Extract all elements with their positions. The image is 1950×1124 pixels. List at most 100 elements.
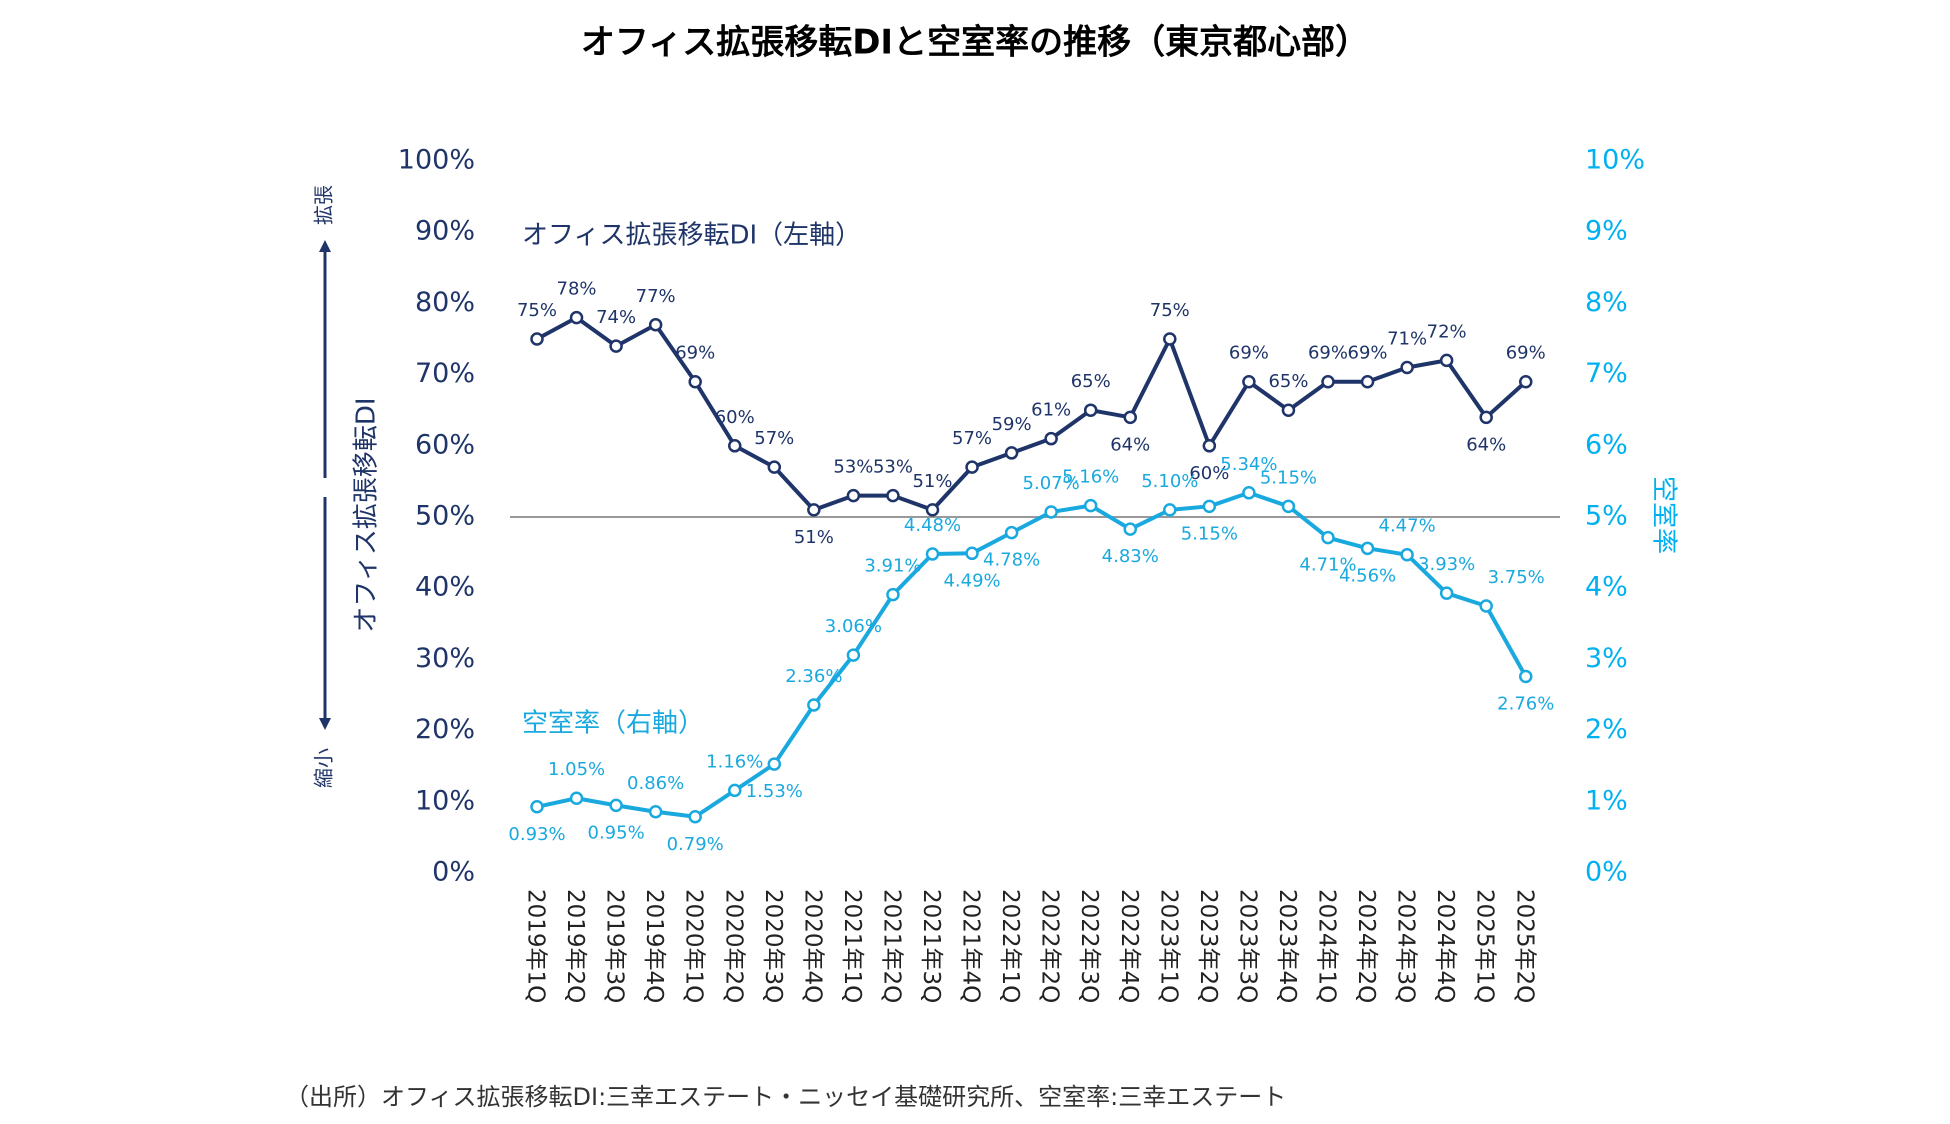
data-label: 78% [557, 279, 597, 300]
y2-tick-label: 1% [1585, 785, 1628, 816]
data-label: 51% [794, 527, 834, 548]
data-point [1044, 505, 1058, 519]
data-point [1123, 522, 1137, 536]
data-point [925, 503, 940, 517]
data-label: 60% [715, 407, 755, 428]
y2-tick-label: 6% [1585, 429, 1628, 460]
data-label: 57% [952, 428, 992, 449]
data-label: 5.34% [1220, 454, 1277, 475]
data-label: 74% [596, 307, 636, 328]
data-point [688, 810, 702, 824]
data-point [569, 791, 584, 805]
x-tick-label: 2024年4Q [1432, 889, 1458, 1003]
y-tick-label: 40% [415, 572, 475, 603]
expand-arrow-head [319, 240, 331, 252]
data-label: 60% [1189, 463, 1229, 484]
data-label: 77% [636, 286, 676, 307]
data-point [688, 374, 702, 389]
data-point [1360, 374, 1375, 389]
data-label: 69% [1506, 343, 1546, 364]
x-tick-label: 2019年4Q [641, 889, 667, 1003]
data-point [728, 439, 742, 453]
data-label: 3.93% [1418, 554, 1475, 575]
x-tick-label: 2022年3Q [1076, 889, 1102, 1003]
data-point [1360, 541, 1375, 556]
data-label: 59% [992, 414, 1032, 435]
data-label: 5.07% [1023, 473, 1080, 494]
data-point [1519, 669, 1533, 684]
x-tick-label: 2021年2Q [878, 889, 904, 1003]
data-label: 69% [675, 343, 715, 364]
data-point [846, 648, 861, 662]
y2-tick-label: 4% [1585, 572, 1628, 603]
y-tick-label: 30% [415, 643, 475, 674]
data-label: 4.47% [1379, 516, 1436, 537]
x-tick-label: 2020年1Q [681, 889, 707, 1003]
data-label: 2.76% [1497, 693, 1554, 714]
data-label: 4.71% [1299, 555, 1356, 576]
data-label: 75% [517, 300, 557, 321]
data-label: 69% [1229, 343, 1269, 364]
data-label: 53% [833, 457, 873, 478]
data-point [1439, 353, 1454, 368]
x-tick-label: 2022年2Q [1037, 889, 1063, 1003]
data-label: 2.36% [785, 666, 842, 687]
data-label: 0.79% [667, 834, 724, 855]
y-tick-label: 100% [398, 145, 475, 176]
data-point [1044, 431, 1058, 446]
data-label: 69% [1308, 343, 1348, 364]
y2-tick-label: 7% [1585, 358, 1628, 389]
data-point [1242, 486, 1256, 500]
data-label: 4.83% [1102, 546, 1159, 567]
data-label: 69% [1348, 343, 1388, 364]
data-point [1479, 410, 1493, 425]
chart-title: オフィス拡張移転DIと空室率の推移（東京都心部） [581, 23, 1369, 63]
data-label: 65% [1071, 371, 1111, 392]
data-label: 5.15% [1260, 467, 1317, 488]
y-tick-label: 60% [415, 429, 475, 460]
data-point [767, 460, 782, 474]
data-label: 64% [1110, 434, 1150, 455]
data-point [648, 805, 663, 819]
data-point [807, 503, 821, 517]
data-point [1083, 403, 1098, 417]
y-tick-label: 90% [415, 216, 475, 247]
data-point [965, 546, 979, 561]
data-label: 3.91% [864, 556, 921, 577]
series-line [536, 490, 1528, 819]
x-tick-label: 2019年2Q [562, 889, 588, 1003]
x-tick-label: 2019年3Q [602, 889, 628, 1003]
y2-tick-label: 5% [1585, 501, 1628, 532]
x-tick-label: 2019年1Q [523, 889, 549, 1003]
data-point [728, 783, 742, 798]
y2-tick-label: 2% [1585, 714, 1628, 745]
data-point [1163, 503, 1177, 517]
x-tick-label: 2025年1Q [1472, 889, 1498, 1003]
data-label: 5.10% [1141, 471, 1198, 492]
x-tick-label: 2023年3Q [1234, 889, 1260, 1003]
series-label: オフィス拡張移転DI（左軸） [522, 221, 861, 251]
data-point [1479, 599, 1493, 613]
y-tick-label: 70% [415, 358, 475, 389]
data-point [886, 488, 900, 503]
data-point [1281, 403, 1296, 417]
data-point [1519, 374, 1533, 389]
shrink-arrow-head [319, 718, 331, 730]
y-axis-label: オフィス拡張移転DI [352, 397, 382, 632]
data-label: 0.93% [508, 824, 565, 845]
y-tick-label: 50% [415, 501, 475, 532]
data-point [648, 318, 663, 332]
data-label: 53% [873, 457, 913, 478]
data-label: 1.05% [548, 759, 605, 780]
data-point [1083, 498, 1098, 513]
data-label: 64% [1466, 434, 1506, 455]
data-point [846, 488, 861, 503]
data-label: 1.16% [706, 751, 763, 772]
data-label: 4.78% [983, 550, 1040, 571]
y2-tick-label: 8% [1585, 287, 1628, 318]
data-point [767, 757, 782, 771]
data-label: 3.75% [1488, 567, 1545, 588]
data-point [1123, 410, 1137, 425]
data-point [965, 460, 979, 474]
